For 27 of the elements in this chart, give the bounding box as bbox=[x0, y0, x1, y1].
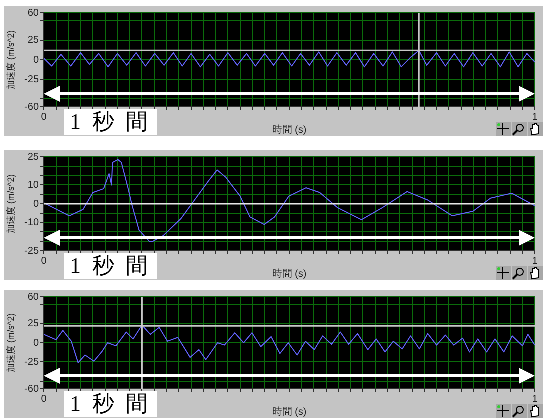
y-tick-label: -10 bbox=[24, 218, 40, 229]
y-axis-title: 加速度 (m/s^2) bbox=[6, 30, 16, 90]
x-axis-title: 時間 (s) bbox=[272, 124, 307, 136]
text: 1 秒 間 bbox=[64, 253, 157, 279]
text: 1 秒 間 bbox=[64, 109, 157, 135]
text: 1 秒 間 bbox=[64, 391, 157, 417]
y-tick-label: 25 bbox=[28, 318, 40, 330]
y-tick-label: 60 bbox=[28, 8, 40, 19]
y-tick-label: 0 bbox=[33, 198, 40, 210]
x-tick-label: 1 bbox=[532, 394, 538, 405]
y-tick-label: -60 bbox=[24, 102, 40, 113]
y-tick-label: 10 bbox=[28, 180, 40, 191]
y-axis-title: 加速度 (m/s^2) bbox=[6, 313, 16, 373]
y-tick-label: -25 bbox=[24, 356, 40, 368]
y-tick-label: 25 bbox=[28, 152, 40, 163]
y-tick-label: 0 bbox=[33, 54, 40, 66]
x-axis-title: 時間 (s) bbox=[272, 268, 307, 280]
y-tick-label: 60 bbox=[28, 292, 40, 303]
y-tick-label: 0 bbox=[33, 338, 40, 349]
x-tick-label: 1 bbox=[532, 256, 538, 267]
y-tick-label: 25 bbox=[28, 35, 40, 46]
y-axis-title: 加速度 (m/s^2) bbox=[6, 174, 16, 234]
y-tick-label: -60 bbox=[24, 384, 40, 395]
x-axis-title: 時間 (s) bbox=[272, 406, 307, 418]
x-tick-label: 1 bbox=[532, 112, 538, 123]
y-tick-label: -25 bbox=[24, 246, 40, 257]
y-tick-label: -25 bbox=[24, 74, 40, 86]
